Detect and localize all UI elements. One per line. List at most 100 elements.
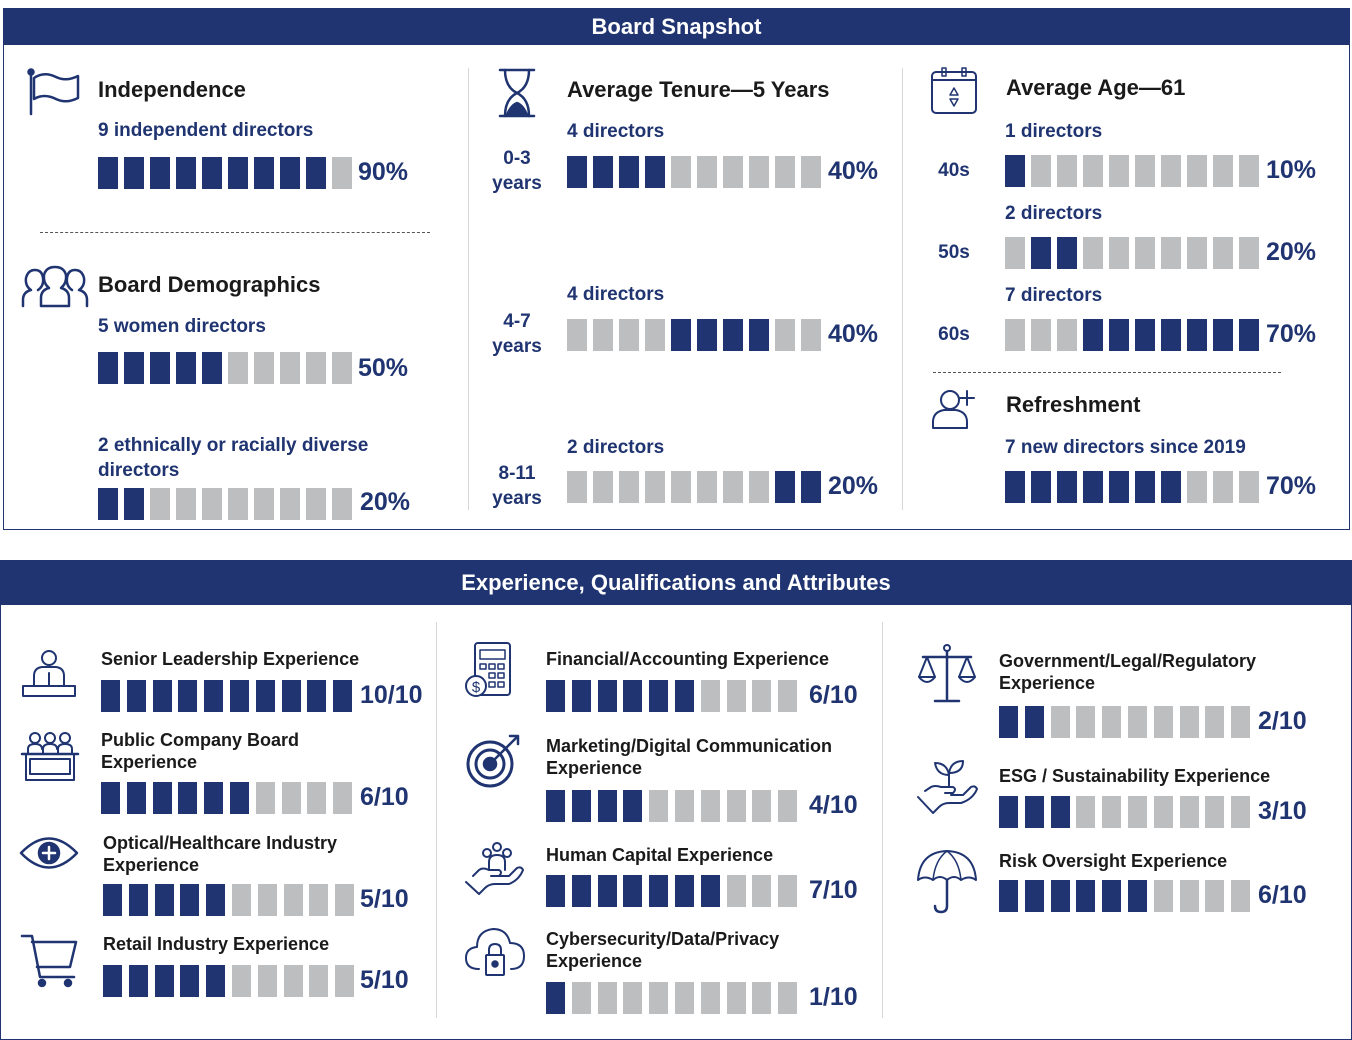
bar-block-filled: [749, 319, 769, 351]
bar-block-filled: [671, 319, 691, 351]
bar-block-empty: [1153, 706, 1173, 738]
bar-block-empty: [593, 471, 613, 503]
bar-block-filled: [98, 488, 118, 520]
bar-block-filled: [700, 875, 720, 907]
bar-block-filled: [124, 157, 144, 189]
bar-block-empty: [775, 156, 795, 188]
bar-block-filled: [1050, 880, 1070, 912]
bar-block-filled: [999, 706, 1018, 738]
bar-block-filled: [230, 782, 249, 814]
bar-block-empty: [801, 319, 821, 351]
tenure-count: 2 directors: [567, 437, 665, 458]
bar-block-filled: [546, 875, 565, 907]
experience-label: Cybersecurity/Data/Privacy Experience: [546, 929, 780, 971]
bar-block-filled: [775, 471, 795, 503]
bar-block-empty: [1128, 796, 1147, 828]
diverse-directors-subtitle: 2 ethnically or racially diverse directo…: [98, 435, 369, 481]
tenure-pct: 40%: [828, 157, 879, 185]
bar-block-empty: [700, 790, 720, 822]
bar-block-empty: [1205, 880, 1225, 912]
tenure-range-label: 4-7 years: [492, 311, 542, 357]
bar-block-empty: [1005, 237, 1025, 269]
experience-score: 7/10: [809, 876, 858, 904]
refreshment-subtitle: 7 new directors since 2019: [1005, 437, 1246, 458]
bar-block-empty: [593, 319, 613, 351]
bar-block-filled: [150, 157, 170, 189]
bar-block-filled: [333, 680, 353, 712]
column-divider: [468, 68, 469, 510]
bar-block-filled: [1024, 796, 1044, 828]
calendar-icon: [931, 67, 977, 114]
bar-block-filled: [154, 965, 174, 997]
tenure-range-label: 8-11 years: [492, 463, 542, 509]
bar-block-filled: [597, 875, 617, 907]
bar-block-filled: [1161, 319, 1181, 351]
hourglass-icon: [498, 68, 536, 118]
bar-block-empty: [232, 884, 251, 916]
bar-block-filled: [1135, 471, 1155, 503]
bar-block-filled: [180, 884, 200, 916]
age-pct: 70%: [1266, 320, 1317, 348]
eye-plus-icon: [19, 837, 79, 869]
bar-block-empty: [1102, 706, 1122, 738]
tenure-range-label: 0-3 years: [492, 148, 542, 194]
bar-block-empty: [675, 790, 694, 822]
bar-block-filled: [623, 790, 643, 822]
experience-score: 6/10: [1258, 881, 1307, 909]
divider: [933, 372, 1281, 373]
bar-block-empty: [1083, 237, 1103, 269]
bar-block-empty: [1239, 155, 1259, 187]
bar-block-filled: [723, 319, 743, 351]
bar-block-empty: [1135, 237, 1155, 269]
bar-block-filled: [98, 352, 118, 384]
experience-score: 6/10: [360, 783, 409, 811]
experience-score: 6/10: [809, 681, 858, 709]
bar-block-empty: [1153, 796, 1173, 828]
bar-block-empty: [752, 982, 772, 1014]
diverse-directors-pct: 20%: [360, 488, 411, 516]
bar-block-empty: [309, 884, 329, 916]
bar-block-filled: [1076, 880, 1096, 912]
hand-plant-icon: [917, 760, 978, 814]
bar-block-filled: [546, 790, 565, 822]
bar-block-filled: [571, 875, 591, 907]
demographics-title: Board Demographics: [98, 272, 321, 297]
experience-score: 5/10: [360, 966, 409, 994]
experience-label: Marketing/Digital Communication Experien…: [546, 736, 833, 778]
bar-block-empty: [1161, 155, 1181, 187]
bar-block-empty: [332, 488, 352, 520]
bar-block-empty: [1213, 155, 1233, 187]
bar-block-empty: [228, 488, 248, 520]
bar-block-filled: [1135, 319, 1155, 351]
bar-block-filled: [1031, 237, 1051, 269]
bar-block-empty: [645, 471, 665, 503]
bar-block-empty: [1057, 319, 1077, 351]
bar-block-empty: [1083, 155, 1103, 187]
scales-icon: [918, 644, 976, 703]
bar-block-empty: [280, 488, 300, 520]
bar-block-empty: [619, 319, 639, 351]
bar-block-filled: [180, 965, 200, 997]
experience-label: Optical/Healthcare Industry Experience: [103, 833, 338, 875]
bar-block-empty: [332, 352, 352, 384]
bar-block-empty: [1102, 796, 1122, 828]
bar-block-empty: [1128, 706, 1147, 738]
tenure-pct: 40%: [828, 320, 879, 348]
bar-block-filled: [675, 875, 694, 907]
bar-block-filled: [154, 884, 174, 916]
refreshment-pct: 70%: [1266, 472, 1317, 500]
experience-score: 5/10: [360, 885, 409, 913]
bar-block-filled: [178, 782, 198, 814]
bar-block-empty: [335, 884, 355, 916]
bar-block-empty: [202, 488, 222, 520]
bar-block-filled: [202, 157, 222, 189]
tenure-pct: 20%: [828, 472, 879, 500]
bar-block-filled: [124, 352, 144, 384]
age-count: 1 directors: [1005, 121, 1103, 142]
bar-block-filled: [623, 680, 643, 712]
bar-block-empty: [1205, 706, 1225, 738]
bar-block-filled: [1128, 880, 1147, 912]
tenure-count: 4 directors: [567, 284, 665, 305]
boardroom-icon: [20, 732, 80, 781]
people-group-icon: [21, 265, 89, 308]
